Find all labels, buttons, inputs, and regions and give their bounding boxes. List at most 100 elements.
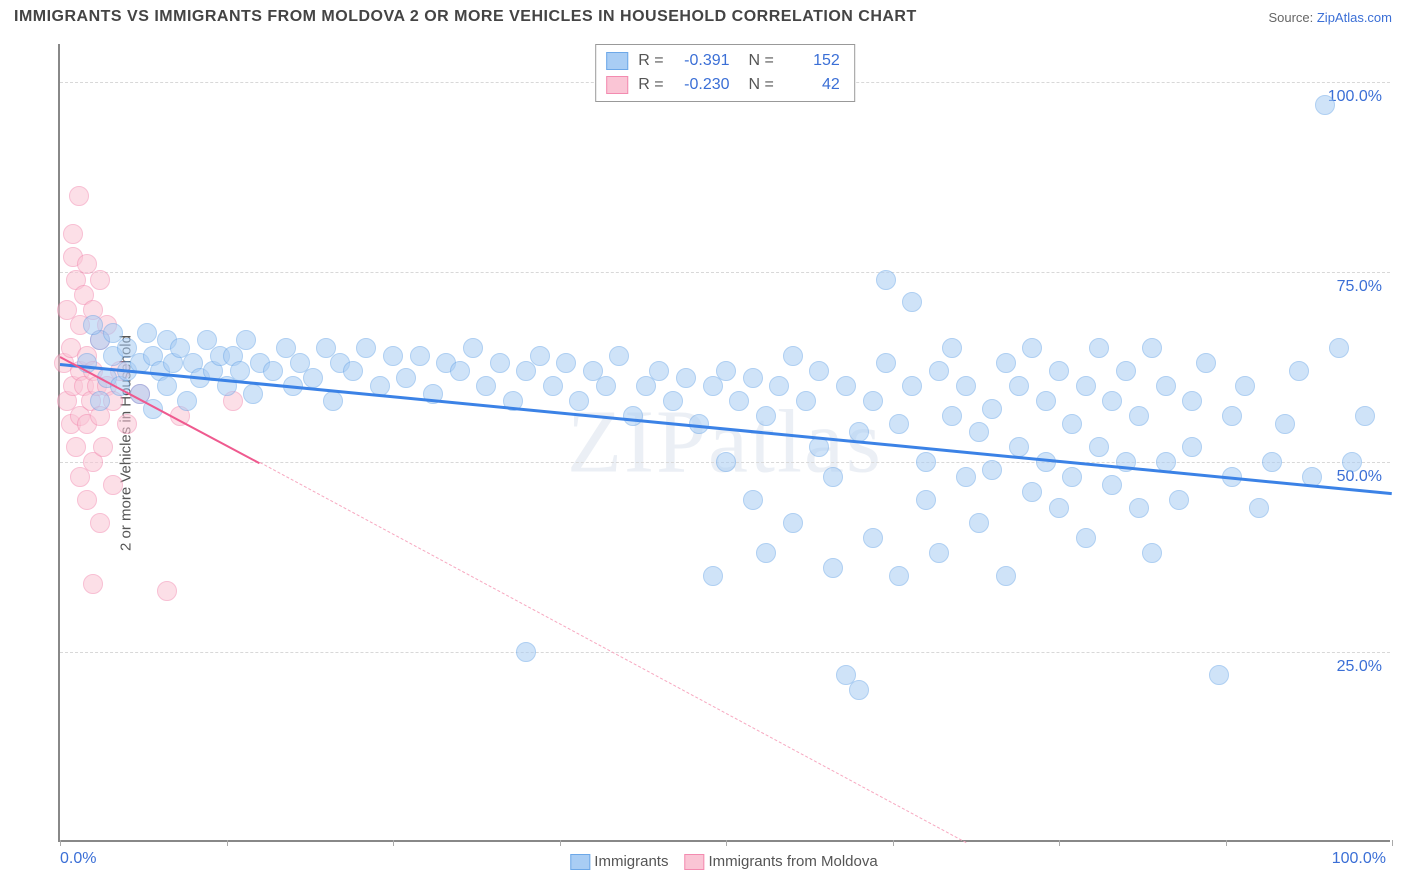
data-point [863, 528, 883, 548]
data-point [703, 566, 723, 586]
data-point [396, 368, 416, 388]
data-point [1102, 391, 1122, 411]
data-point [516, 642, 536, 662]
legend-item: Immigrants from Moldova [684, 853, 877, 870]
data-point [1009, 437, 1029, 457]
data-point [1062, 467, 1082, 487]
legend-item: Immigrants [570, 853, 668, 870]
data-point [556, 353, 576, 373]
x-tick [726, 840, 727, 846]
data-point [956, 467, 976, 487]
data-point [103, 475, 123, 495]
data-point [410, 346, 430, 366]
data-point [863, 391, 883, 411]
data-point [796, 391, 816, 411]
data-point [996, 353, 1016, 373]
data-point [623, 406, 643, 426]
data-point [450, 361, 470, 381]
data-point [157, 581, 177, 601]
data-point [849, 680, 869, 700]
data-point [902, 292, 922, 312]
source-link[interactable]: ZipAtlas.com [1317, 10, 1392, 25]
data-point [157, 376, 177, 396]
x-tick [227, 840, 228, 846]
data-point [1102, 475, 1122, 495]
data-point [1129, 498, 1149, 518]
data-point [929, 361, 949, 381]
data-point [1062, 414, 1082, 434]
data-point [1275, 414, 1295, 434]
data-point [103, 323, 123, 343]
legend-swatch [570, 854, 590, 870]
legend-n-value: 42 [784, 73, 840, 97]
data-point [849, 422, 869, 442]
gridline-h [60, 652, 1390, 653]
y-tick-label: 25.0% [1337, 658, 1382, 676]
plot-area: ZIPatlas R =-0.391 N =152R =-0.230 N =42… [58, 44, 1390, 842]
data-point [1209, 665, 1229, 685]
data-point [356, 338, 376, 358]
data-point [1076, 376, 1096, 396]
legend-label: Immigrants [594, 853, 668, 870]
data-point [83, 574, 103, 594]
data-point [1235, 376, 1255, 396]
data-point [1089, 437, 1109, 457]
data-point [1182, 437, 1202, 457]
y-tick-label: 75.0% [1337, 278, 1382, 296]
source-label: Source: [1268, 10, 1316, 25]
data-point [383, 346, 403, 366]
data-point [1196, 353, 1216, 373]
data-point [609, 346, 629, 366]
data-point [1022, 482, 1042, 502]
data-point [323, 391, 343, 411]
data-point [956, 376, 976, 396]
data-point [83, 315, 103, 335]
data-point [90, 391, 110, 411]
data-point [769, 376, 789, 396]
x-tick [893, 840, 894, 846]
legend-correlation-box: R =-0.391 N =152R =-0.230 N =42 [595, 44, 855, 102]
data-point [783, 513, 803, 533]
data-point [783, 346, 803, 366]
data-point [303, 368, 323, 388]
page-title: IMMIGRANTS VS IMMIGRANTS FROM MOLDOVA 2 … [14, 8, 917, 26]
data-point [969, 422, 989, 442]
x-tick [1226, 840, 1227, 846]
legend-swatch [606, 52, 628, 70]
source: Source: ZipAtlas.com [1268, 10, 1392, 25]
data-point [916, 490, 936, 510]
data-point [1315, 95, 1335, 115]
y-tick-label: 100.0% [1328, 88, 1382, 106]
legend-r-label: R = [638, 49, 663, 73]
data-point [982, 460, 1002, 480]
data-point [137, 323, 157, 343]
legend-r-label: R = [638, 73, 663, 97]
legend-n-label: N = [740, 49, 774, 73]
data-point [942, 406, 962, 426]
data-point [230, 361, 250, 381]
data-point [1329, 338, 1349, 358]
data-point [90, 513, 110, 533]
data-point [1342, 452, 1362, 472]
data-point [729, 391, 749, 411]
data-point [969, 513, 989, 533]
data-point [756, 543, 776, 563]
x-tick [1392, 840, 1393, 846]
data-point [889, 414, 909, 434]
x-tick-label: 100.0% [1332, 850, 1386, 868]
data-point [876, 270, 896, 290]
data-point [942, 338, 962, 358]
data-point [1049, 361, 1069, 381]
data-point [1262, 452, 1282, 472]
x-tick [560, 840, 561, 846]
data-point [66, 437, 86, 457]
data-point [916, 452, 936, 472]
data-point [1129, 406, 1149, 426]
data-point [63, 224, 83, 244]
data-point [90, 270, 110, 290]
data-point [676, 368, 696, 388]
data-point [823, 558, 843, 578]
data-point [543, 376, 563, 396]
data-point [716, 361, 736, 381]
legend-label: Immigrants from Moldova [708, 853, 877, 870]
